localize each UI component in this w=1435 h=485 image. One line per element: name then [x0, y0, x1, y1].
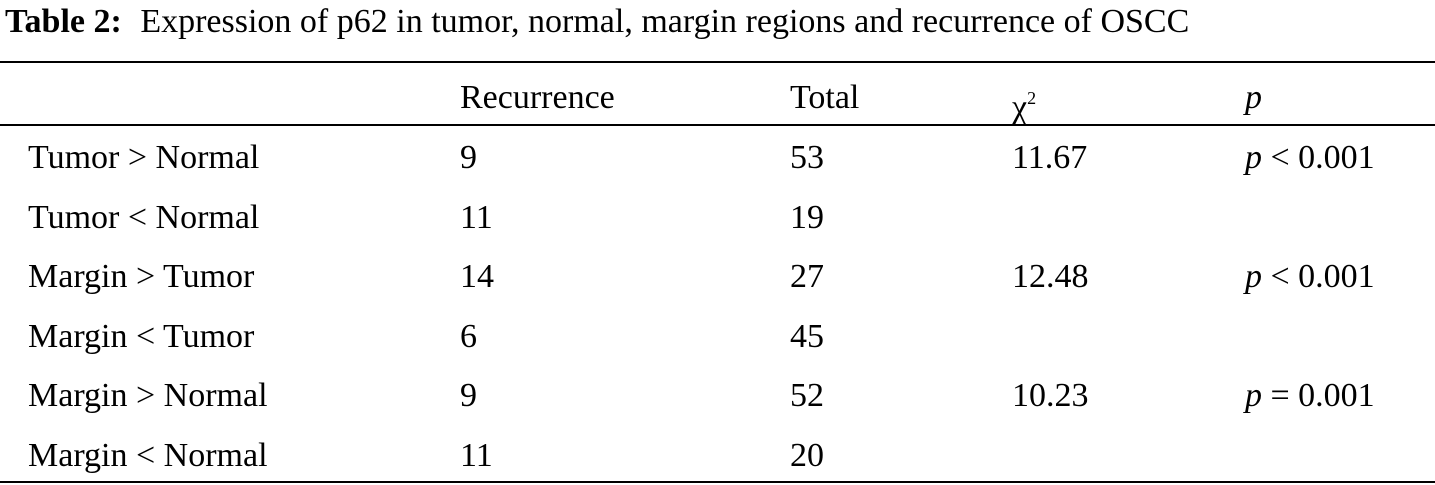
total-cell: 19	[790, 198, 824, 236]
chi2-cell: 10.23	[1012, 377, 1089, 415]
header-cell: p	[1245, 78, 1262, 118]
label-cell: Margin > Tumor	[28, 258, 255, 296]
recurrence-cell: 9	[460, 139, 477, 176]
chi-superscript: 2	[1027, 88, 1037, 108]
p-relation: = 0.001	[1270, 377, 1375, 415]
top-rule	[0, 61, 1435, 63]
chi2-cell: 12.48	[1012, 258, 1089, 296]
caption-label: Table 2:	[5, 3, 122, 40]
caption-text: Expression of p62 in tumor, normal, marg…	[140, 3, 1190, 40]
chi2-cell: 11.67	[1012, 139, 1088, 176]
table-caption: Table 2: Expression of p62 in tumor, nor…	[5, 2, 1189, 42]
p-symbol: p	[1245, 377, 1262, 415]
header-cell: Recurrence	[460, 79, 615, 116]
p-symbol: p	[1245, 139, 1262, 176]
recurrence-cell: 11	[460, 437, 493, 474]
total-cell: 20	[790, 437, 824, 474]
label-cell: Margin < Normal	[28, 437, 268, 474]
p-symbol: p	[1245, 258, 1262, 296]
p-cell: p = 0.001	[1245, 376, 1375, 416]
header-rule	[0, 124, 1435, 126]
recurrence-cell: 14	[460, 258, 494, 296]
recurrence-cell: 9	[460, 377, 477, 415]
header-cell: Total	[790, 79, 860, 116]
p-cell: p < 0.001	[1245, 257, 1375, 297]
total-cell: 45	[790, 317, 824, 355]
total-cell: 52	[790, 377, 824, 415]
chi-symbol: χ	[1012, 89, 1028, 126]
label-cell: Margin > Normal	[28, 377, 268, 415]
p-cell: p < 0.001	[1245, 138, 1375, 178]
recurrence-cell: 6	[460, 317, 477, 355]
label-cell: Margin < Tumor	[28, 317, 255, 355]
p-relation: < 0.001	[1270, 139, 1375, 176]
total-cell: 27	[790, 258, 824, 296]
label-cell: Tumor < Normal	[28, 198, 260, 236]
recurrence-cell: 11	[460, 198, 493, 236]
p-relation: < 0.001	[1270, 258, 1375, 296]
bottom-rule	[0, 481, 1435, 483]
p-symbol: p	[1245, 79, 1262, 116]
total-cell: 53	[790, 139, 824, 176]
label-cell: Tumor > Normal	[28, 139, 260, 176]
header-cell: χ2	[1012, 78, 1036, 128]
